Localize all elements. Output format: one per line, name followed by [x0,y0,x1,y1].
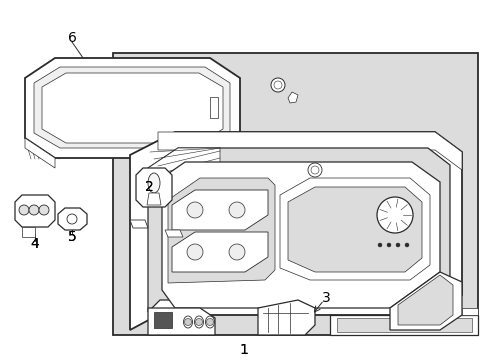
Polygon shape [130,132,461,330]
Polygon shape [397,275,452,325]
Circle shape [376,197,412,233]
Ellipse shape [205,316,214,328]
Text: 3: 3 [321,291,330,305]
Circle shape [29,205,39,215]
Ellipse shape [194,316,203,328]
Polygon shape [130,220,148,228]
Circle shape [228,202,244,218]
Text: 5: 5 [67,230,76,244]
Text: 5: 5 [67,230,76,244]
Polygon shape [162,162,439,308]
Polygon shape [22,227,35,237]
Text: 1: 1 [239,343,248,357]
Circle shape [404,243,408,247]
Circle shape [386,243,390,247]
Polygon shape [209,97,218,118]
Polygon shape [147,193,161,205]
Circle shape [377,243,381,247]
Polygon shape [461,308,477,315]
Circle shape [186,244,203,260]
Polygon shape [148,148,220,200]
Polygon shape [287,187,421,272]
Text: 4: 4 [31,237,40,251]
Polygon shape [258,300,314,335]
Polygon shape [389,272,461,330]
Polygon shape [148,148,449,312]
Polygon shape [172,232,267,272]
Polygon shape [164,230,183,237]
Polygon shape [148,308,215,335]
Circle shape [184,319,191,325]
Polygon shape [15,195,55,227]
Text: 2: 2 [144,180,153,194]
Polygon shape [336,318,471,332]
Text: 4: 4 [31,237,40,251]
Polygon shape [168,178,274,283]
Circle shape [206,319,213,325]
Circle shape [307,163,321,177]
Circle shape [270,78,285,92]
Ellipse shape [148,173,160,193]
Polygon shape [58,208,87,230]
Polygon shape [42,73,223,143]
Polygon shape [25,138,55,168]
Circle shape [19,205,29,215]
Text: 2: 2 [144,180,153,194]
Polygon shape [158,132,461,170]
Polygon shape [113,53,477,335]
Polygon shape [287,92,297,103]
Polygon shape [329,315,477,335]
Ellipse shape [183,316,192,328]
Polygon shape [154,312,172,328]
Circle shape [228,244,244,260]
Circle shape [39,205,49,215]
Polygon shape [136,168,172,207]
Polygon shape [280,178,429,280]
Polygon shape [25,58,240,158]
Text: 1: 1 [239,343,248,357]
Polygon shape [172,190,267,230]
Circle shape [186,202,203,218]
Circle shape [195,319,202,325]
Circle shape [395,243,399,247]
Polygon shape [34,67,229,148]
Text: 6: 6 [67,31,76,45]
